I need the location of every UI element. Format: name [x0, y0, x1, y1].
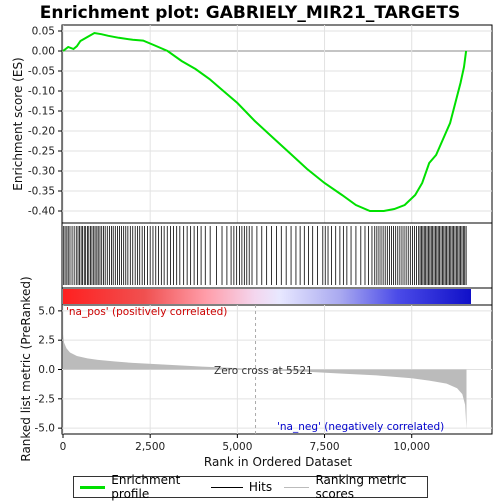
x-axis-title: Rank in Ordered Dataset	[204, 455, 352, 469]
enrichment-swatch-icon	[80, 485, 106, 489]
x-tick-label: 5,000	[222, 441, 252, 453]
es-y-ticks: 0.05 0.00 -0.05 -0.10 -0.15 -0.20 -0.25 -0.30 -0…	[28, 26, 62, 218]
hits-swatch-icon	[210, 486, 243, 488]
hits-panel	[61, 222, 493, 289]
es-y-tick-label: -0.10	[28, 86, 55, 98]
rank-color-bar	[63, 289, 471, 304]
legend-label-enrichment: Enrichment profile	[111, 473, 181, 501]
zero-cross-label: Zero cross at 5521	[214, 365, 313, 377]
x-ticks: 0 2,500 5,000 7,500 10,000	[60, 434, 430, 453]
metric-swatch-icon	[284, 486, 310, 488]
legend-label-hits: Hits	[248, 480, 273, 494]
legend-item-enrichment: Enrichment profile	[80, 473, 199, 501]
pos-correlated-label: 'na_pos' (positively correlated)	[66, 306, 227, 318]
enrichment-profile-line	[62, 31, 468, 212]
es-y-tick-label: -0.15	[28, 106, 55, 118]
es-panel	[61, 24, 493, 224]
es-y-tick-label: -0.05	[28, 66, 55, 78]
es-y-tick-label: -0.40	[28, 206, 55, 218]
legend: Enrichment profile Hits Ranking metric s…	[73, 473, 428, 501]
neg-correlated-label: 'na_neg' (negatively correlated)	[277, 421, 444, 433]
metric-y-tick-label: 0.0	[38, 364, 55, 376]
es-y-tick-label: -0.20	[28, 126, 55, 138]
es-y-tick-label: -0.30	[28, 166, 55, 178]
metric-y-axis-title: Ranked list metric (PreRanked)	[19, 276, 33, 461]
metric-y-ticks: 5.0 2.5 0.0 -2.5 -5.0	[35, 305, 62, 435]
x-tick-label: 0	[60, 441, 67, 453]
legend-item-hits: Hits	[210, 480, 273, 494]
x-tick-label: 10,000	[393, 441, 430, 453]
x-tick-label: 2,500	[135, 441, 165, 453]
metric-y-tick-label: -5.0	[35, 423, 56, 435]
legend-item-metric: Ranking metric scores	[284, 473, 421, 501]
es-y-tick-label: -0.35	[28, 186, 55, 198]
es-y-tick-label: -0.25	[28, 146, 55, 158]
metric-y-tick-label: 5.0	[38, 305, 55, 317]
metric-y-tick-label: -2.5	[35, 393, 56, 405]
x-tick-label: 7,500	[310, 441, 340, 453]
es-grid	[62, 25, 492, 223]
es-y-axis-title: Enrichment score (ES)	[11, 57, 25, 190]
chart-title: Enrichment plot: GABRIELY_MIR21_TARGETS	[40, 3, 461, 23]
metric-y-tick-label: 2.5	[38, 335, 55, 347]
es-y-tick-label: 0.05	[32, 26, 55, 38]
hits-marks	[63, 226, 467, 285]
legend-label-metric: Ranking metric scores	[315, 473, 407, 501]
es-y-tick-label: 0.00	[32, 46, 55, 58]
